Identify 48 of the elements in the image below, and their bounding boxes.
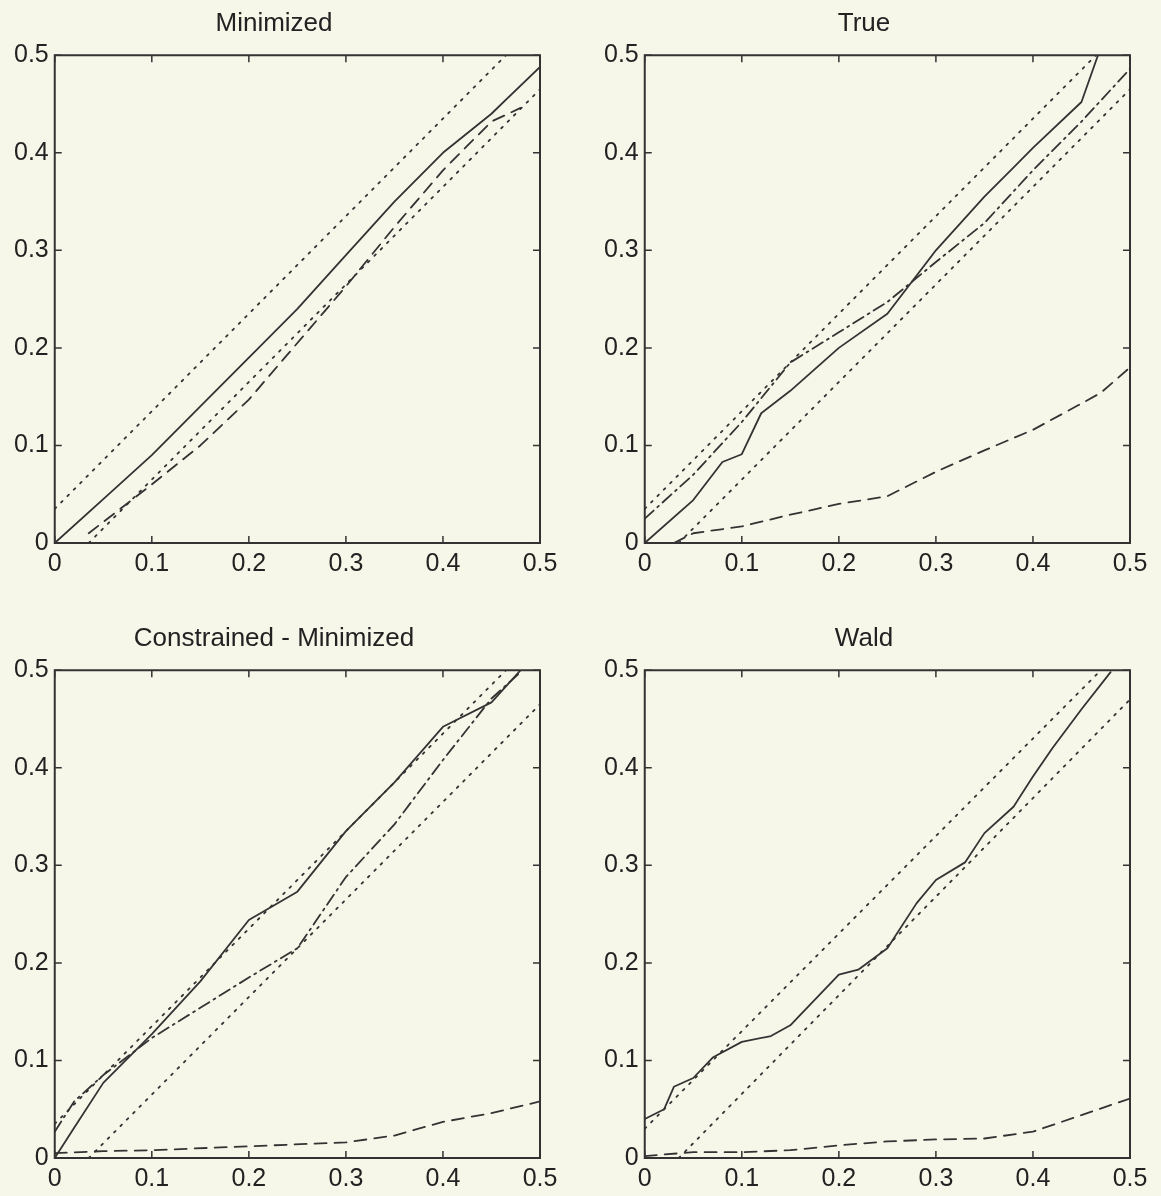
y-tick-label: 0.2 [603, 946, 639, 975]
y-tick-label: 0.4 [13, 136, 49, 165]
y-tick-label: 0.3 [603, 234, 639, 263]
y-tick-label: 0.4 [13, 751, 49, 780]
y-tick-label: 0.5 [603, 654, 639, 683]
y-tick-label: 0.3 [603, 849, 639, 878]
chart-title: Constrained - Minimized [133, 621, 415, 652]
x-tick-label: 0.3 [328, 1162, 364, 1191]
x-tick-label: 0.1 [134, 547, 170, 576]
x-tick-label: 0.5 [522, 547, 558, 576]
x-tick-label: 0.5 [522, 1162, 558, 1191]
y-tick-label: 0.2 [13, 946, 49, 975]
x-tick-label: 0.2 [231, 1162, 267, 1191]
y-tick-label: 0.4 [603, 136, 639, 165]
chart-title: True [837, 6, 891, 37]
x-tick-label: 0.1 [724, 547, 760, 576]
y-tick-label: 0.1 [603, 1044, 639, 1073]
y-tick-label: 0.3 [13, 849, 49, 878]
x-tick-label: 0.3 [918, 1162, 954, 1191]
x-tick-label: 0.4 [425, 547, 461, 576]
x-tick-label: 0.3 [328, 547, 364, 576]
y-tick-label: 0 [624, 1141, 639, 1170]
x-tick-label: 0.5 [1112, 1162, 1148, 1191]
y-tick-label: 0.5 [13, 39, 49, 68]
x-tick-label: 0.2 [231, 547, 267, 576]
y-tick-label: 0.5 [603, 39, 639, 68]
x-tick-label: 0.2 [821, 1162, 857, 1191]
y-tick-label: 0.1 [13, 1044, 49, 1073]
x-tick-label: 0.3 [918, 547, 954, 576]
x-tick-label: 0.4 [425, 1162, 461, 1191]
x-tick-label: 0.4 [1015, 547, 1051, 576]
y-tick-label: 0.4 [603, 751, 639, 780]
x-tick-label: 0.1 [134, 1162, 170, 1191]
y-tick-label: 0.1 [603, 429, 639, 458]
x-tick-label: 0.2 [821, 547, 857, 576]
y-tick-label: 0 [34, 526, 49, 555]
y-tick-label: 0.2 [603, 331, 639, 360]
y-tick-label: 0.5 [13, 654, 49, 683]
x-tick-label: 0.5 [1112, 547, 1148, 576]
y-tick-label: 0.2 [13, 331, 49, 360]
y-tick-label: 0 [34, 1141, 49, 1170]
chart-title: Minimized [215, 6, 333, 37]
y-tick-label: 0.1 [13, 429, 49, 458]
y-tick-label: 0 [624, 526, 639, 555]
x-tick-label: 0.4 [1015, 1162, 1051, 1191]
y-tick-label: 0.3 [13, 234, 49, 263]
chart-title: Wald [834, 621, 894, 652]
x-tick-label: 0.1 [724, 1162, 760, 1191]
